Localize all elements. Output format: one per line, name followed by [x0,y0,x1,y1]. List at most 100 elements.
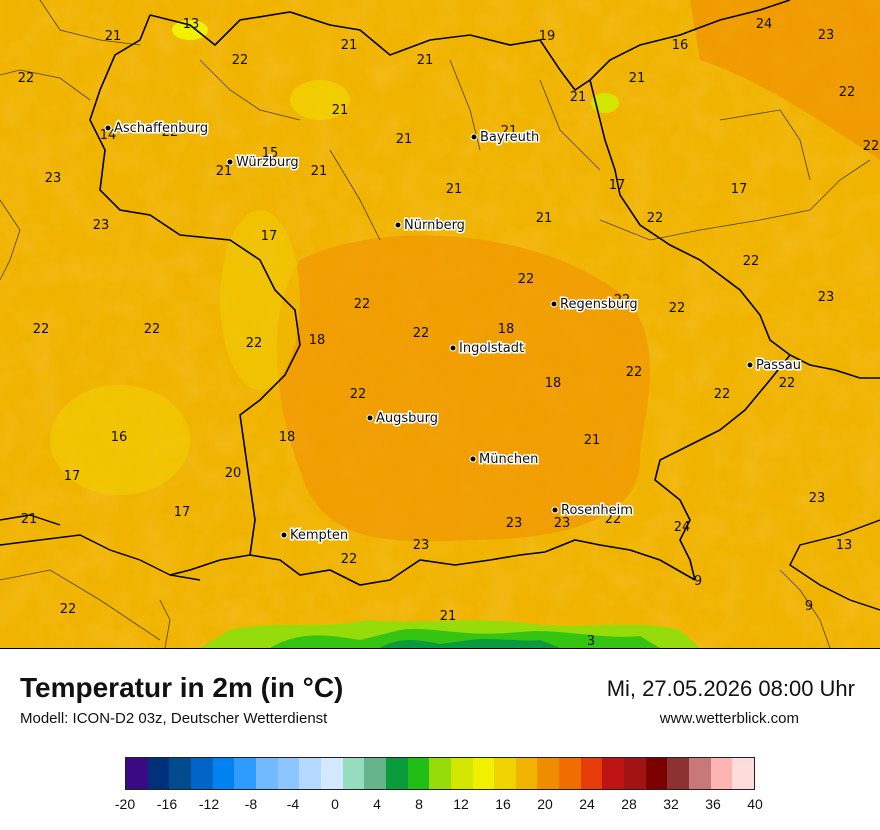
temperature-value: 17 [731,182,748,197]
legend-swatch [580,758,603,789]
legend-swatch [602,758,625,789]
city-label: Passau [756,358,801,373]
legend-swatch [320,758,343,789]
map-canvas: 21 13 21 21 19 16 24 23 22 22 21 21 21 22 14 22 21 21 22 15… [0,0,880,648]
temperature-value: 17 [609,178,626,193]
legend-tick-label: 8 [415,796,423,812]
warm-zone [276,235,650,542]
legend-swatch [169,758,191,789]
value-labels: 21 13 21 21 19 16 24 23 22 22 21 21 21 22 14 22 21 21 22 15… [18,17,880,648]
temperature-value: 21 [341,38,358,53]
legend-swatch [667,758,690,789]
temperature-value: 22 [779,376,796,391]
legend-color-bar [125,757,755,790]
temperature-value: 22 [350,387,367,402]
city-label: Regensburg [560,297,638,312]
legend-swatch [515,758,538,789]
legend-tick-label: -20 [114,796,136,812]
temperature-value: 21 [216,164,233,179]
legend-tick-label: 0 [331,796,339,812]
temperature-value: 21 [105,29,122,44]
cool-spot [172,20,208,40]
forecast-datetime: Mi, 27.05.2026 08:00 Uhr [606,676,855,701]
district-lines [0,0,871,648]
temperature-value: 9 [694,574,702,589]
city-label: Rosenheim [561,503,633,518]
legend-swatch [364,758,386,789]
legend-swatch [450,758,473,789]
temperature-value: 22 [839,85,856,100]
temperature-value: 22 [413,326,430,341]
temperature-value: 13 [183,17,200,32]
city-dot [226,158,234,166]
temperature-value: 18 [545,376,562,391]
temperature-value: 24 [756,17,773,32]
temperature-value: 3 [587,634,595,648]
legend-swatch [277,758,300,789]
temperature-value: 18 [279,430,296,445]
city-dot [449,344,457,352]
legend-swatch [689,758,711,789]
temperature-value: 22 [232,53,249,68]
legend-swatch [624,758,646,789]
temperature-value: 17 [174,505,191,520]
legend-swatch [494,758,516,789]
city-dot [394,221,402,229]
city-dot [469,455,477,463]
temperature-value: 16 [672,38,689,53]
alps-cold-zone [270,628,660,648]
temperature-value: 23 [809,491,826,506]
city-dot [550,300,558,308]
temperature-value: 22 [60,602,77,617]
temperature-value: 22 [144,322,161,337]
temperature-value: 22 [246,336,263,351]
temperature-value: 22 [669,301,686,316]
legend-tick-label: 4 [373,796,381,812]
legend-swatch [645,758,668,789]
legend-swatch [407,758,430,789]
legend-swatch [732,758,755,789]
legend-swatch [190,758,213,789]
legend-swatch [212,758,235,789]
legend-tick-label: -16 [156,796,178,812]
temperature-value: 21 [536,211,553,226]
temperature-value: 22 [743,254,760,269]
temperature-value: 18 [309,333,326,348]
legend-tick-label: -8 [244,796,258,812]
city-dot [551,506,559,514]
cool-spot [591,93,619,113]
cool-spot [50,385,190,495]
temperature-value: 18 [498,322,515,337]
temperature-value: 24 [674,520,691,535]
temperature-value: 17 [64,469,81,484]
temperature-value: 21 [417,53,434,68]
temperature-value: 22 [626,365,643,380]
temperature-value: 22 [605,512,622,527]
temperature-value: 21 [584,433,601,448]
city-label: Würzburg [236,155,299,170]
temperature-value: 22 [341,552,358,567]
legend-swatch [126,758,148,789]
temperature-value: 23 [818,290,835,305]
website-link[interactable]: www.wetterblick.com [659,710,799,727]
temperature-value: 21 [21,512,38,527]
temperature-value: 9 [805,599,813,614]
color-legend [125,757,755,791]
temperature-value: 20 [225,466,242,481]
city-dot [280,531,288,539]
temperature-value: 23 [554,516,571,531]
city-label: Aschaffenburg [114,121,208,136]
temperature-value: 21 [570,90,587,105]
temperature-value: 17 [261,229,278,244]
legend-swatch [537,758,560,789]
legend-tick-label: -4 [286,796,300,812]
legend-tick-label: 28 [621,796,637,812]
temperature-value: 22 [33,322,50,337]
temperature-value: 21 [446,182,463,197]
temperature-value: 21 [396,132,413,147]
legend-tick-label: 24 [579,796,595,812]
legend-swatch [559,758,581,789]
legend-swatch [147,758,170,789]
map-title: Temperatur in 2m (in °C) [20,672,344,703]
temperature-value: 23 [818,28,835,43]
